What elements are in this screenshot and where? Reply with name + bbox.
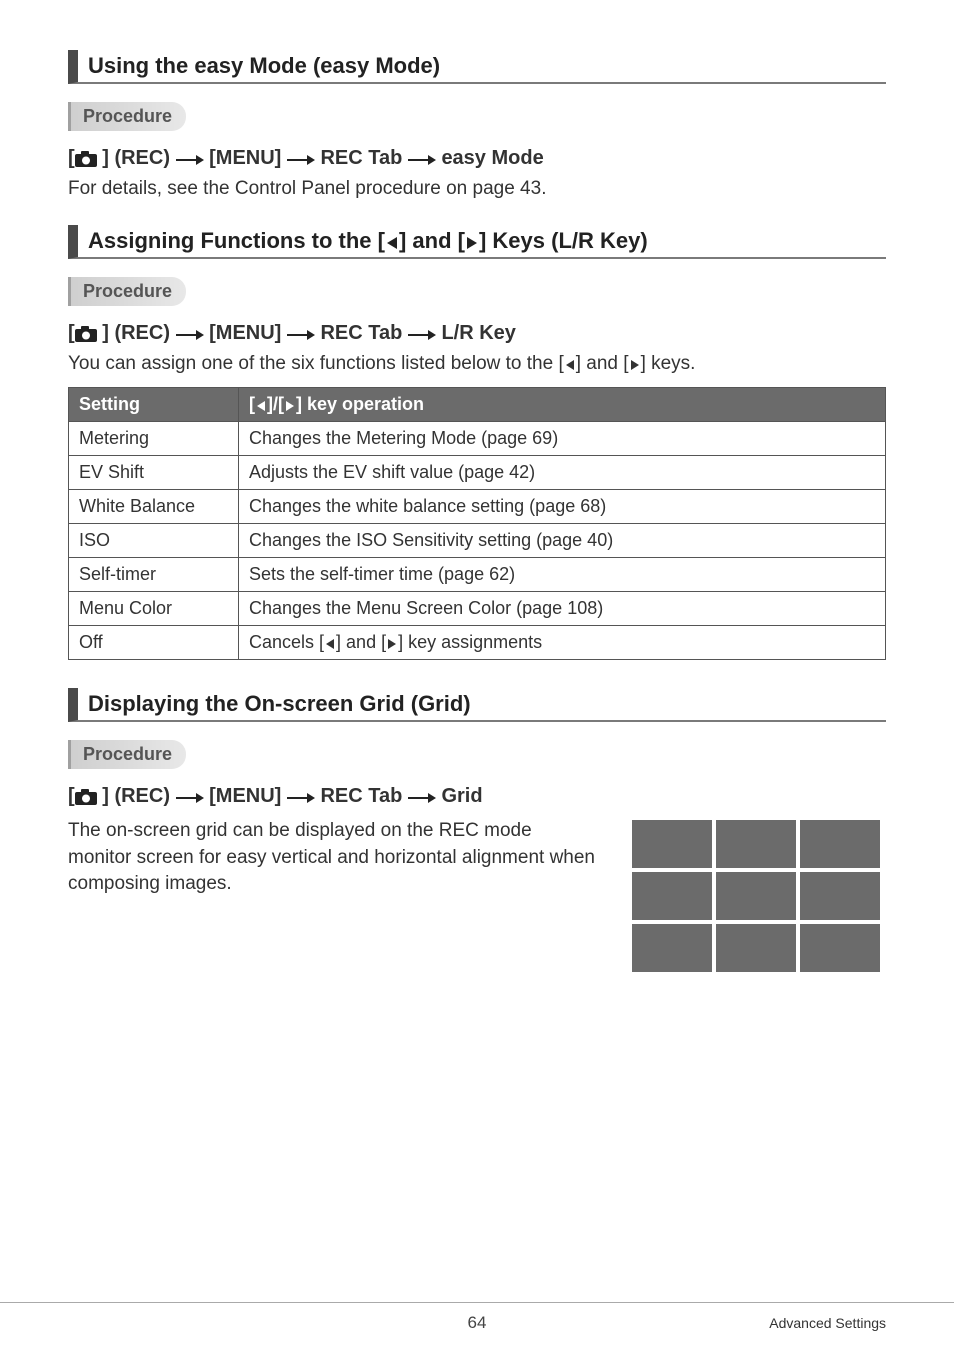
- heading-part: ] Keys (L/R Key): [479, 228, 648, 253]
- section-desc: The on-screen grid can be displayed on t…: [68, 818, 598, 898]
- table-cell: Cancels [ ] and [ ] key assignments: [239, 626, 886, 660]
- grid-cell: [800, 820, 880, 868]
- grid-cell: [716, 924, 796, 972]
- table-cell: Sets the self-timer time (page 62): [239, 558, 886, 592]
- desc-part: ] keys.: [641, 353, 696, 374]
- section-desc: You can assign one of the six functions …: [68, 351, 886, 378]
- breadcrumb-text: REC Tab: [320, 785, 407, 807]
- breadcrumb-text: ] (REC): [97, 322, 176, 344]
- triangle-right-icon: [386, 638, 398, 650]
- grid-cell: [800, 872, 880, 920]
- grid-cell: [632, 820, 712, 868]
- breadcrumb-text: L/R Key: [441, 322, 515, 344]
- camera-icon: [75, 151, 97, 167]
- table-cell: Adjusts the EV shift value (page 42): [239, 456, 886, 490]
- breadcrumb-easy-mode: [ ] (REC) [MENU] REC Tab easy Mode: [68, 147, 886, 170]
- cell-part: Cancels [: [249, 632, 324, 652]
- triangle-left-icon: [385, 236, 399, 250]
- section-desc: For details, see the Control Panel proce…: [68, 176, 886, 203]
- grid-cell: [632, 924, 712, 972]
- footer-label: Advanced Settings: [613, 1315, 886, 1331]
- breadcrumb-text: ] (REC): [97, 147, 176, 169]
- table-cell: Metering: [69, 422, 239, 456]
- heading-part: Assigning Functions to the [: [88, 228, 385, 253]
- table-row: Off Cancels [ ] and [ ] key assignments: [69, 626, 886, 660]
- grid-cell: [716, 820, 796, 868]
- grid-preview: [626, 814, 886, 978]
- table-cell: Changes the Metering Mode (page 69): [239, 422, 886, 456]
- table-cell: Off: [69, 626, 239, 660]
- procedure-label: Procedure: [68, 277, 186, 306]
- lr-key-table: Setting []/[] key operation MeteringChan…: [68, 387, 886, 660]
- arrow-right-icon: [408, 154, 436, 166]
- page-footer: 64 Advanced Settings: [0, 1302, 954, 1333]
- table-cell: Changes the ISO Sensitivity setting (pag…: [239, 524, 886, 558]
- breadcrumb-text: [MENU]: [209, 322, 287, 344]
- heading-part: ] and [: [399, 228, 465, 253]
- arrow-right-icon: [176, 329, 204, 341]
- arrow-right-icon: [287, 154, 315, 166]
- table-row: MeteringChanges the Metering Mode (page …: [69, 422, 886, 456]
- desc-part: You can assign one of the six functions …: [68, 353, 564, 374]
- grid-cell: [632, 872, 712, 920]
- table-header-setting: Setting: [69, 388, 239, 422]
- cell-part: ] and [: [336, 632, 386, 652]
- section-heading-lr-key: Assigning Functions to the [ ] and [ ] Key…: [68, 225, 886, 259]
- triangle-left-icon: [324, 638, 336, 650]
- breadcrumb-text: Grid: [441, 785, 482, 807]
- page-number: 64: [341, 1313, 614, 1333]
- grid-cell: [716, 872, 796, 920]
- arrow-right-icon: [176, 154, 204, 166]
- table-cell: ISO: [69, 524, 239, 558]
- table-row: ISOChanges the ISO Sensitivity setting (…: [69, 524, 886, 558]
- breadcrumb-text: [MENU]: [209, 785, 287, 807]
- breadcrumb-grid: [ ] (REC) [MENU] REC Tab Grid: [68, 785, 886, 808]
- table-row: Menu ColorChanges the Menu Screen Color …: [69, 592, 886, 626]
- section-heading-grid: Displaying the On-screen Grid (Grid): [68, 688, 886, 722]
- breadcrumb-text: [MENU]: [209, 147, 287, 169]
- camera-icon: [75, 789, 97, 805]
- bracket: [: [68, 785, 75, 807]
- table-cell: EV Shift: [69, 456, 239, 490]
- arrow-right-icon: [408, 329, 436, 341]
- triangle-right-icon: [465, 236, 479, 250]
- table-cell: Self-timer: [69, 558, 239, 592]
- triangle-left-icon: [255, 400, 267, 412]
- grid-cell: [800, 924, 880, 972]
- breadcrumb-text: ] (REC): [97, 785, 176, 807]
- table-row: Self-timerSets the self-timer time (page…: [69, 558, 886, 592]
- table-cell: White Balance: [69, 490, 239, 524]
- arrow-right-icon: [287, 792, 315, 804]
- table-cell: Changes the white balance setting (page …: [239, 490, 886, 524]
- table-cell: Changes the Menu Screen Color (page 108): [239, 592, 886, 626]
- arrow-right-icon: [176, 792, 204, 804]
- triangle-right-icon: [284, 400, 296, 412]
- breadcrumb-lr-key: [ ] (REC) [MENU] REC Tab L/R Key: [68, 322, 886, 345]
- procedure-label: Procedure: [68, 102, 186, 131]
- th-part: ]/[: [267, 394, 284, 414]
- cell-part: ] key assignments: [398, 632, 542, 652]
- table-row: EV ShiftAdjusts the EV shift value (page…: [69, 456, 886, 490]
- desc-part: ] and [: [576, 353, 629, 374]
- table-row: White BalanceChanges the white balance s…: [69, 490, 886, 524]
- triangle-right-icon: [629, 359, 641, 371]
- section-heading-easy-mode: Using the easy Mode (easy Mode): [68, 50, 886, 84]
- arrow-right-icon: [287, 329, 315, 341]
- procedure-label: Procedure: [68, 740, 186, 769]
- table-cell: Menu Color: [69, 592, 239, 626]
- breadcrumb-text: REC Tab: [320, 147, 407, 169]
- bracket: [: [68, 322, 75, 344]
- camera-icon: [75, 326, 97, 342]
- arrow-right-icon: [408, 792, 436, 804]
- th-part: ] key operation: [296, 394, 424, 414]
- triangle-left-icon: [564, 359, 576, 371]
- table-header-operation: []/[] key operation: [239, 388, 886, 422]
- bracket: [: [68, 147, 75, 169]
- breadcrumb-text: easy Mode: [441, 147, 543, 169]
- breadcrumb-text: REC Tab: [320, 322, 407, 344]
